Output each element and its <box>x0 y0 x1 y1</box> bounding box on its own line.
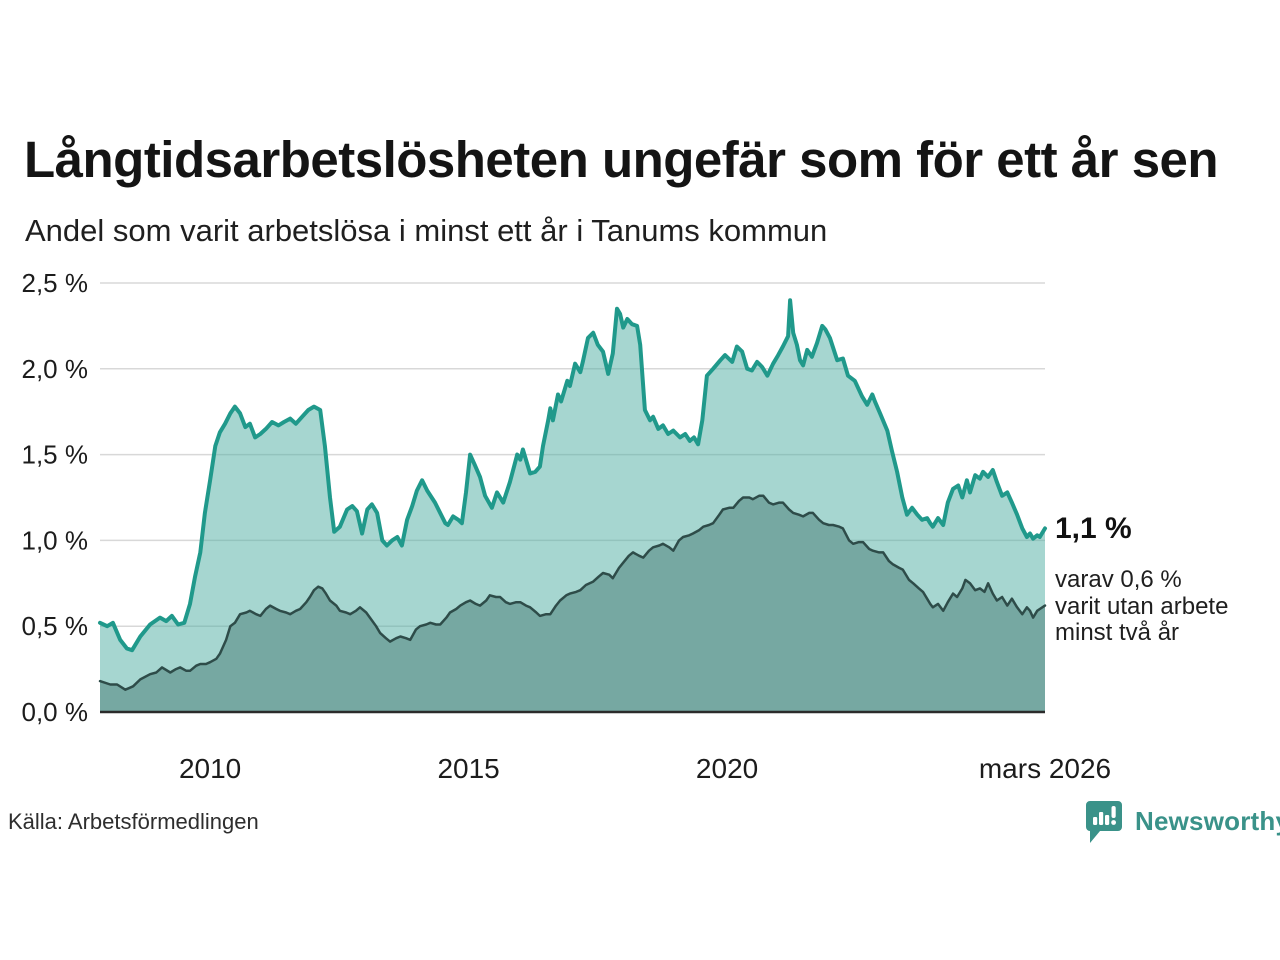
annotation-line-3: minst två år <box>1055 619 1180 646</box>
x-tick-label: 2020 <box>696 753 758 784</box>
y-tick-label: 1,0 % <box>22 525 89 555</box>
annotation-secondary: varav 0,6 % varit utan arbete minst två … <box>1055 566 1229 647</box>
x-tick-label: 2010 <box>179 753 241 784</box>
annotation-line-1: varav 0,6 % <box>1055 566 1182 593</box>
source-note: Källa: Arbetsförmedlingen <box>8 809 259 834</box>
brand-name: Newsworthy <box>1135 806 1280 836</box>
bar-chart-speech-bubble-icon <box>1086 801 1122 843</box>
y-tick-label: 1,5 % <box>22 440 89 470</box>
y-tick-label: 0,5 % <box>22 611 89 641</box>
series-line-1 <box>98 298 1047 653</box>
y-tick-label: 2,5 % <box>22 268 89 298</box>
series-line-2 <box>98 494 1047 691</box>
chart-subtitle: Andel som varit arbetslösa i minst ett å… <box>25 213 828 248</box>
x-tick-label: 2015 <box>437 753 499 784</box>
latest-value-label: 1,1 % <box>1055 512 1132 545</box>
chart-title: Långtidsarbetslösheten ungefär som för e… <box>24 131 1219 188</box>
x-tick-label: mars 2026 <box>979 753 1111 784</box>
series-area-2 <box>100 495 1045 712</box>
y-tick-label: 2,0 % <box>22 354 89 384</box>
newsworthy-brand: Newsworthy <box>1086 801 1280 845</box>
annotation-line-2: varit utan arbete <box>1055 592 1229 620</box>
y-tick-label: 0,0 % <box>22 697 89 727</box>
